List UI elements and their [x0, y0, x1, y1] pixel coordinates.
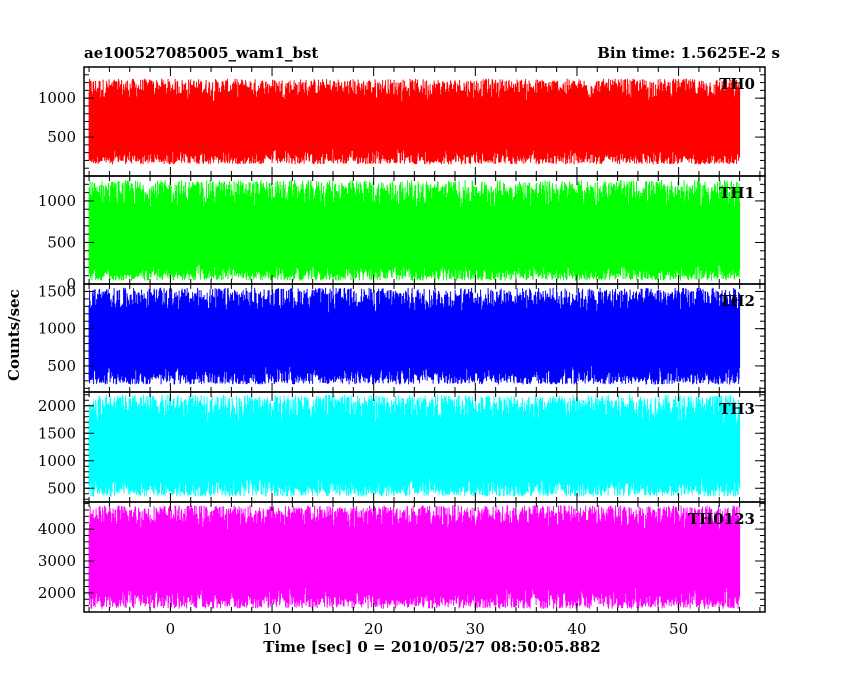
series-th0 — [88, 78, 741, 165]
x-tick-label: 10 — [262, 620, 281, 638]
y-tick-label-th0123: 2000 — [38, 584, 76, 602]
x-tick-label: 0 — [166, 620, 176, 638]
y-tick-label-th2: 1500 — [38, 282, 76, 300]
x-tick-label: 20 — [364, 620, 383, 638]
panel-label-th0: TH0 — [719, 75, 755, 93]
y-tick-label-th3: 500 — [47, 479, 76, 497]
y-tick-label-th0: 500 — [47, 128, 76, 146]
series-th3 — [88, 394, 741, 497]
x-tick-label: 40 — [567, 620, 586, 638]
y-tick-label-th2: 1000 — [38, 320, 76, 338]
series-th1 — [88, 180, 741, 281]
panel-label-th3: TH3 — [719, 400, 755, 418]
y-tick-label-th0123: 3000 — [38, 552, 76, 570]
y-tick-label-th3: 1500 — [38, 424, 76, 442]
x-tick-label: 30 — [466, 620, 485, 638]
y-tick-label-th1: 0 — [66, 275, 76, 293]
y-tick-label-th3: 1000 — [38, 452, 76, 470]
x-axis-label: Time [sec] 0 = 2010/05/27 08:50:05.882 — [263, 638, 601, 656]
plot-title: ae100527085005_wam1_bst — [84, 44, 319, 62]
panel-label-th1: TH1 — [719, 184, 755, 202]
bin-time-label: Bin time: 1.5625E-2 s — [597, 44, 780, 62]
y-tick-label-th2: 500 — [47, 357, 76, 375]
y-tick-label-th1: 1000 — [38, 192, 76, 210]
series-th2 — [88, 287, 741, 385]
panel-frame-th0123 — [83, 501, 766, 613]
series-th0123 — [88, 505, 741, 609]
y-tick-label-th0: 1000 — [38, 89, 76, 107]
panel-label-th2: TH2 — [719, 292, 755, 310]
y-tick-label-th0123: 4000 — [38, 520, 76, 538]
y-tick-label-th1: 500 — [47, 233, 76, 251]
panel-label-th0123: TH0123 — [688, 510, 755, 528]
x-tick-label: 50 — [669, 620, 688, 638]
y-axis-label: Counts/sec — [5, 289, 23, 381]
y-tick-label-th3: 2000 — [38, 397, 76, 415]
